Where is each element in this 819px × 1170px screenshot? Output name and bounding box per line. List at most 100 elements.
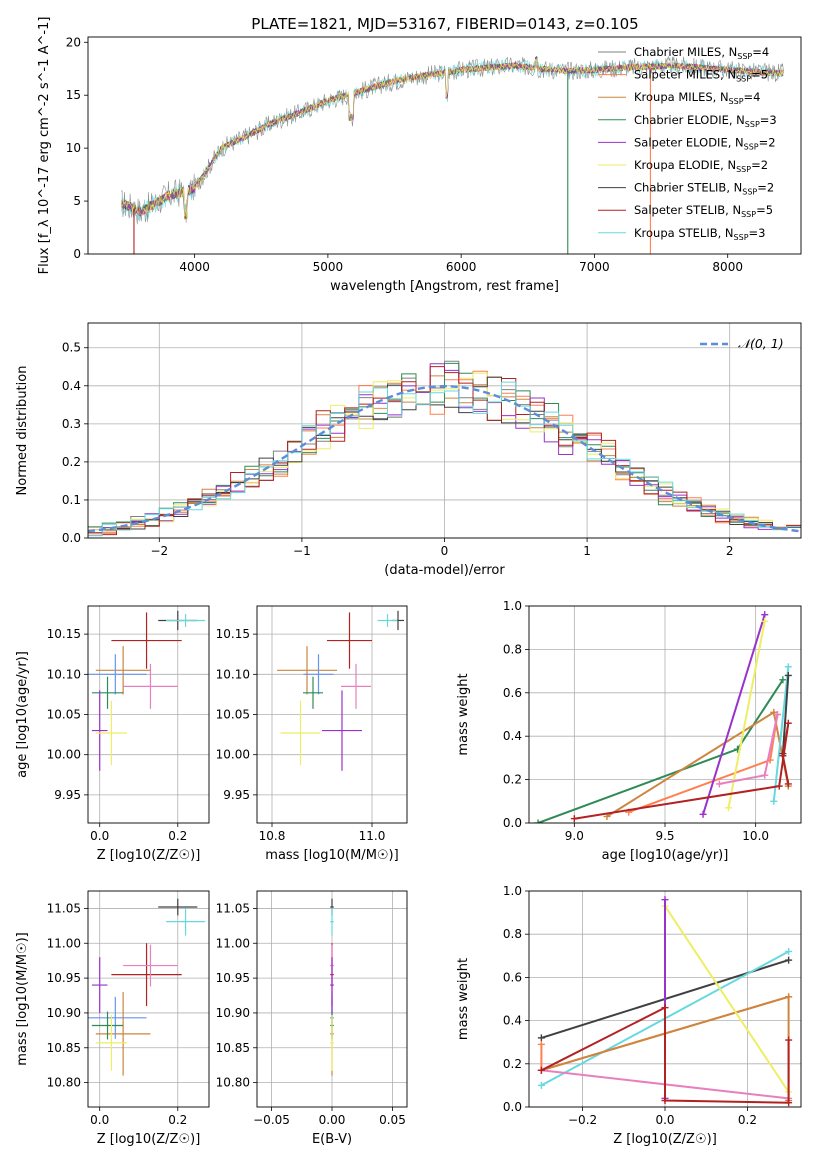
age-vs-mass-xlabel: mass [log10(M/M☉)] [265,848,398,863]
spectrum-frame [87,36,802,255]
age-vs-z-ylabel: age [log10(age/yr)] [15,651,30,778]
x-tick-label: −0.05 [253,1113,290,1127]
legend-label: Kroupa ELODIE, NSSP=2 [634,158,768,174]
y-tick-label: 11.00 [216,936,250,950]
y-tick-label: 0.6 [503,686,522,700]
y-tick-label: 10.05 [47,708,81,722]
weight-line [781,675,790,754]
y-tick-label: 0.0 [503,816,522,830]
x-tick-label: 0.0 [90,1113,109,1127]
y-tick-label: 10.90 [216,1006,250,1020]
y-tick-label: 11.05 [47,901,81,915]
spectrum-ylabel: Flux [f_λ 10^-17 erg cm^-2 s^-1 A^-1] [37,17,52,275]
y-tick-label: 10.80 [47,1076,81,1090]
x-tick-label: 2 [726,544,734,558]
y-tick-label: 15 [66,88,81,102]
y-tick-label: 10.85 [47,1041,81,1055]
y-tick-label: 10.15 [47,627,81,641]
x-tick-label: 0.00 [319,1113,346,1127]
x-tick-label: 0 [441,544,449,558]
mass-vs-z-panel: 0.0 0.2 10.80 10.85 10.90 10.95 11.00 11.05 Z [l… [15,890,210,1147]
mass-vs-z-plot-area [88,898,206,1076]
legend-label: 𝒩(0, 1) [738,336,784,351]
spectrum-line-salpeter_elodie [121,56,784,217]
mass-vs-ebv-frame [256,890,408,1108]
y-tick-label: 10.00 [216,748,250,762]
y-tick-label: 10.15 [216,627,250,641]
x-tick-label: 9.0 [565,829,584,843]
y-tick-label: 0.4 [62,379,81,393]
spectrum-plot-area [121,55,784,254]
hist-kroupa_elodie [88,372,801,531]
age-vs-z-xlabel: Z [log10(Z/Z☉)] [97,848,201,863]
legend-label: Salpeter MILES, NSSP=5 [634,68,768,84]
mass-vs-z-ylabel: mass [log10(M/M☉)] [15,932,30,1065]
spectrum-panel: 4000 5000 6000 7000 8000 0 5 10 15 20 wavelength [… [37,17,802,294]
x-tick-label: 7000 [579,260,610,274]
legend-label: Chabrier STELIB, NSSP=2 [634,181,774,197]
y-tick-label: 10.95 [216,971,250,985]
spectrum-xlabel: wavelength [Angstrom, rest frame] [330,279,559,294]
y-tick-label: 10.10 [47,667,81,681]
weight-vs-age-plot-area [534,611,792,823]
y-tick-label: 0.4 [503,1014,522,1028]
y-tick-label: 10.80 [216,1076,250,1090]
legend-label: Kroupa MILES, NSSP=4 [634,90,760,106]
y-tick-label: 0.2 [503,773,522,787]
legend-label: Salpeter ELODIE, NSSP=2 [634,135,776,151]
y-tick-label: 10.10 [216,667,250,681]
legend-label: Kroupa STELIB, NSSP=3 [634,226,765,242]
x-tick-label: 0.2 [168,1113,187,1127]
age-vs-z-plot-area [88,610,206,771]
y-tick-label: 11.00 [47,936,81,950]
y-tick-label: 0 [73,247,81,261]
age-vs-mass-plot-area [277,610,404,771]
x-tick-label: 0.0 [90,829,109,843]
y-tick-label: 10.05 [216,708,250,722]
mass-vs-ebv-plot-area [330,898,334,1076]
mass-vs-z-xlabel: Z [log10(Z/Z☉)] [97,1132,201,1147]
y-tick-label: 1.0 [503,884,522,898]
y-tick-label: 10.85 [216,1041,250,1055]
x-tick-label: 8000 [712,260,743,274]
legend-label: Salpeter STELIB, NSSP=5 [634,203,773,219]
weight-line [727,621,766,808]
x-tick-label: −1 [293,544,311,558]
x-tick-label: 5000 [313,260,344,274]
legend-label: Chabrier ELODIE, NSSP=3 [634,113,777,129]
y-tick-label: 10.95 [47,971,81,985]
y-tick-label: 0.0 [503,1100,522,1114]
weight-vs-z-panel: −0.2 0.0 0.2 0.0 0.2 0.4 0.6 0.8 1.0 Z [log10(Z/Z… [456,884,802,1147]
y-tick-label: 10 [66,141,81,155]
x-tick-label: 0.2 [738,1113,757,1127]
y-tick-label: 1.0 [503,599,522,613]
residuals-panel: −2 −1 0 1 2 0.0 0.1 0.2 0.3 0.4 0.5 (data-model)/er… [15,322,802,578]
weight-vs-age-xlabel: age [log10(age/yr)] [602,848,729,863]
x-tick-label: 4000 [179,260,210,274]
mass-vs-ebv-xlabel: E(B-V) [312,1132,352,1147]
x-tick-label: 6000 [446,260,477,274]
y-tick-label: 0.2 [503,1057,522,1071]
x-tick-label: 10.0 [742,829,769,843]
y-tick-label: 0.8 [503,642,522,656]
y-tick-label: 0.4 [503,729,522,743]
age-vs-z-frame [87,605,210,824]
hist-chabrier_stelib [88,376,801,534]
x-tick-label: 0.2 [168,829,187,843]
x-tick-label: 0.0 [655,1113,674,1127]
y-tick-label: 11.05 [216,901,250,915]
figure-title: PLATE=1821, MJD=53167, FIBERID=0143, z=0… [251,15,638,33]
x-tick-label: −0.2 [568,1113,597,1127]
weight-line [702,614,766,815]
weight-line [537,679,784,823]
residuals-ylabel: Normed distribution [15,366,30,496]
weight-vs-z-frame [528,890,802,1108]
weight-vs-z-plot-area [537,896,793,1107]
x-tick-label: 9.5 [655,829,674,843]
weight-vs-age-frame [528,605,802,824]
spectrum-legend: Chabrier MILES, NSSP=4 Salpeter MILES, NS… [598,45,777,242]
y-tick-label: 9.95 [223,788,250,802]
y-tick-label: 10.90 [47,1006,81,1020]
weight-vs-age-ylabel: mass weight [456,673,471,755]
spectrum-line-kroupa_elodie [121,58,784,218]
